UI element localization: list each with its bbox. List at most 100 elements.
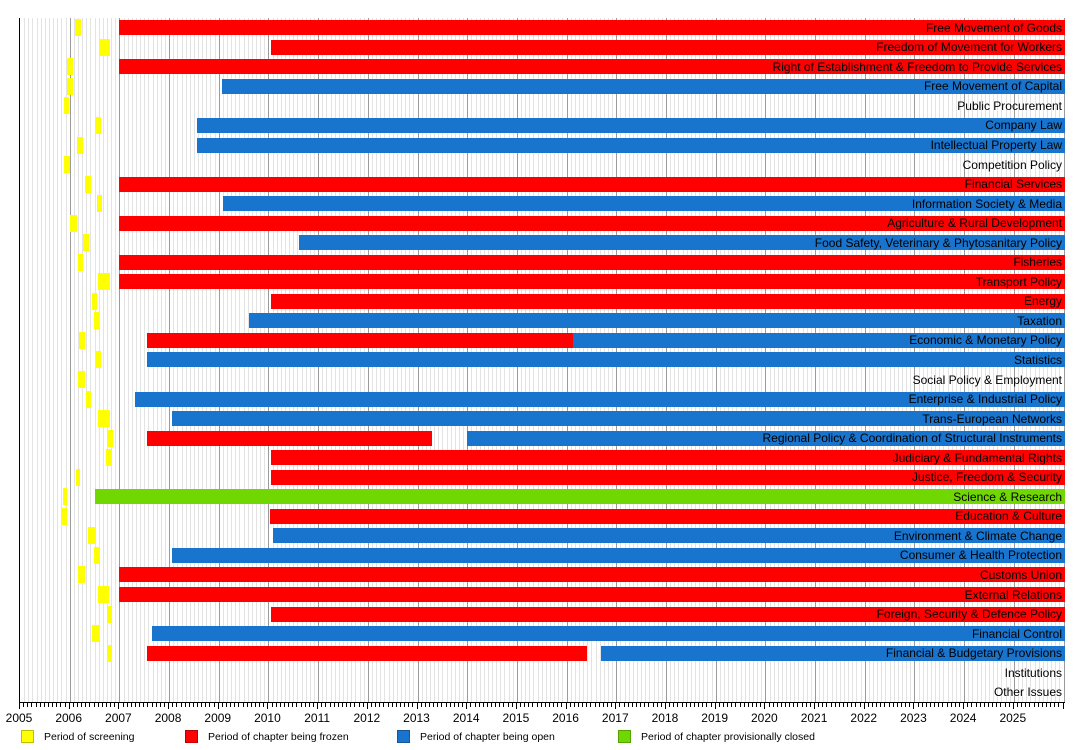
bar-segment-frozen bbox=[119, 254, 1065, 270]
legend-label: Period of screening bbox=[44, 730, 135, 743]
axis-tick-month bbox=[412, 703, 414, 707]
axis-tick-month bbox=[735, 703, 737, 707]
chapter-row: Energy bbox=[20, 292, 1065, 312]
gridline-month bbox=[65, 18, 67, 702]
axis-tick-month bbox=[660, 703, 662, 707]
bar-segment-open bbox=[196, 117, 1065, 133]
bar-segment-screening bbox=[98, 586, 109, 603]
axis-tick-month bbox=[785, 703, 787, 707]
axis-tick-month bbox=[263, 703, 265, 707]
axis-tick-month bbox=[1045, 703, 1047, 707]
axis-tick-month bbox=[76, 703, 78, 707]
axis-tick-month bbox=[793, 703, 795, 707]
axis-tick-year bbox=[863, 703, 865, 709]
axis-year-label: 2011 bbox=[304, 711, 331, 725]
bar-segment-open bbox=[573, 332, 1065, 348]
axis-tick-month bbox=[884, 703, 886, 707]
axis-tick-month bbox=[689, 703, 691, 707]
axis-tick-month bbox=[590, 703, 592, 707]
chapter-row: Institutions bbox=[20, 663, 1065, 683]
axis-tick-month bbox=[279, 703, 281, 707]
chapter-label: Competition Policy bbox=[962, 157, 1062, 172]
axis-tick-year bbox=[814, 703, 816, 709]
bar-segment-screening bbox=[67, 58, 74, 76]
bar-segment-screening bbox=[92, 292, 98, 310]
axis-tick-month bbox=[275, 703, 277, 707]
gridline-month bbox=[106, 18, 108, 702]
axis-year-label: 2018 bbox=[651, 711, 679, 725]
legend-swatch-screening bbox=[21, 730, 34, 743]
axis-tick-year bbox=[1062, 703, 1064, 709]
bar-segment-screening bbox=[78, 566, 86, 584]
chapter-label: Foreign, Security & Defence Policy bbox=[876, 607, 1062, 622]
gridline-month bbox=[102, 18, 104, 702]
axis-tick-month bbox=[1000, 703, 1002, 707]
axis-tick-month bbox=[710, 703, 712, 707]
bar-segment-frozen bbox=[119, 587, 1065, 602]
axis-tick-month bbox=[946, 703, 948, 707]
bar-segment-open bbox=[172, 411, 1065, 427]
bar-segment-screening bbox=[98, 410, 110, 428]
chapter-row: Financial & Budgetary Provisions bbox=[20, 643, 1065, 663]
axis-tick-month bbox=[797, 703, 799, 707]
axis-year-label: 2007 bbox=[105, 711, 132, 725]
axis-tick-month bbox=[308, 703, 310, 707]
gridline-year bbox=[69, 18, 71, 702]
axis-tick-month bbox=[284, 703, 286, 707]
axis-tick-month bbox=[1054, 703, 1056, 707]
axis-tick-month bbox=[172, 703, 174, 707]
axis-tick-month bbox=[23, 703, 25, 707]
axis-tick-month bbox=[105, 703, 107, 707]
axis-tick-month bbox=[346, 703, 348, 707]
chapter-label: Financial Services bbox=[964, 177, 1062, 192]
bar-segment-screening bbox=[99, 38, 110, 56]
chapter-label: Information Society & Media bbox=[911, 196, 1062, 211]
axis-tick-month bbox=[627, 703, 629, 707]
axis-tick-month bbox=[619, 703, 621, 707]
axis-tick-month bbox=[1004, 703, 1006, 707]
axis-tick-month bbox=[693, 703, 695, 707]
axis-tick-month bbox=[561, 703, 563, 707]
axis-tick-month bbox=[72, 703, 74, 707]
axis-tick-year bbox=[317, 703, 319, 709]
axis-tick-month bbox=[379, 703, 381, 707]
axis-tick-month bbox=[428, 703, 430, 707]
axis-tick-month bbox=[126, 703, 128, 707]
axis-tick-month bbox=[950, 703, 952, 707]
bar-segment-screening bbox=[79, 331, 86, 349]
axis-tick-month bbox=[1033, 703, 1035, 707]
gridline-month bbox=[24, 18, 26, 702]
axis-tick-month bbox=[673, 703, 675, 707]
axis-tick-month bbox=[549, 703, 551, 707]
chapter-row: Regional Policy & Coordination of Struct… bbox=[20, 428, 1065, 448]
gridline-month bbox=[57, 18, 59, 702]
chapter-row: Economic & Monetary Policy bbox=[20, 331, 1065, 351]
axis-tick-month bbox=[830, 703, 832, 707]
legend-swatch-closed bbox=[618, 730, 631, 743]
bar-segment-open bbox=[222, 196, 1065, 212]
axis-tick-month bbox=[1058, 703, 1060, 707]
axis-tick-month bbox=[996, 703, 998, 707]
bar-segment-frozen bbox=[270, 293, 1065, 309]
axis-tick-month bbox=[801, 703, 803, 707]
chapter-label: External Relations bbox=[964, 587, 1062, 602]
bar-segment-screening bbox=[88, 527, 96, 545]
axis-tick-month bbox=[445, 703, 447, 707]
axis-tick-month bbox=[921, 703, 923, 707]
axis-tick-month bbox=[652, 703, 654, 707]
bar-segment-open bbox=[600, 645, 1065, 661]
axis-tick-month bbox=[553, 703, 555, 707]
axis-tick-year bbox=[963, 703, 965, 709]
bar-segment-open bbox=[134, 391, 1065, 407]
bar-segment-screening bbox=[85, 175, 92, 193]
chapter-label: Intellectual Property Law bbox=[930, 138, 1062, 153]
axis-tick-month bbox=[213, 703, 215, 707]
axis-tick-month bbox=[288, 703, 290, 707]
axis-tick-month bbox=[420, 703, 422, 707]
axis-tick-month bbox=[925, 703, 927, 707]
gridline-year bbox=[119, 18, 121, 702]
bar-segment-frozen bbox=[270, 450, 1065, 466]
axis-tick-month bbox=[573, 703, 575, 707]
chapter-row: Right of Establishment & Freedom to Prov… bbox=[20, 57, 1065, 77]
axis-tick-month bbox=[838, 703, 840, 707]
